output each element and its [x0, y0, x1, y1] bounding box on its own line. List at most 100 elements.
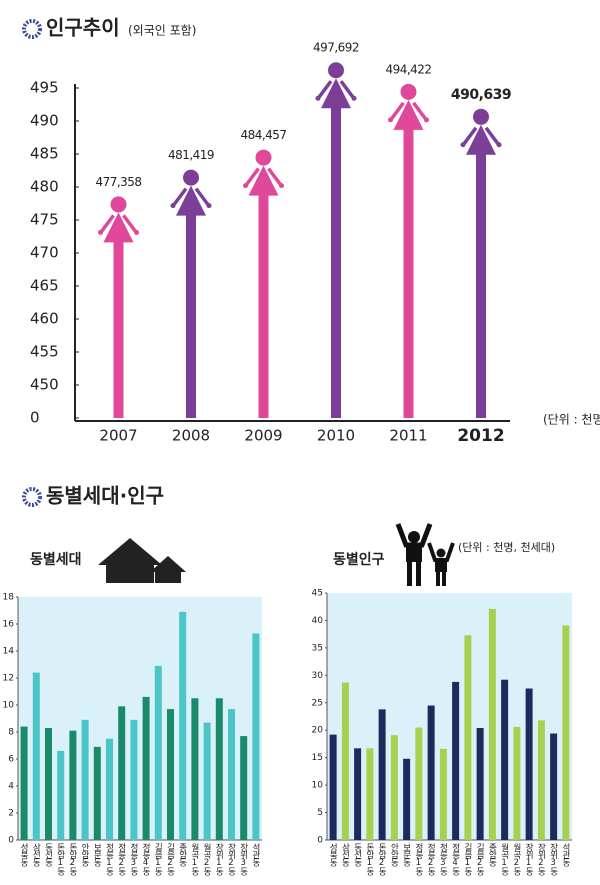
- bar: [215, 698, 223, 840]
- bar: [69, 730, 77, 840]
- plot-area: [18, 597, 262, 840]
- figure-bar: [243, 149, 284, 418]
- bar: [179, 611, 187, 840]
- x-tick-label: 삼선동: [31, 842, 41, 866]
- x-tick-label: 2012: [457, 426, 504, 446]
- hand: [315, 95, 321, 101]
- house-icon: [98, 538, 186, 583]
- y-tick-label: 30: [312, 671, 324, 681]
- x-tick-label: 보문동: [401, 843, 411, 866]
- x-tick-label: 2011: [389, 427, 427, 445]
- figure-bar: [170, 169, 212, 418]
- bar: [240, 736, 248, 840]
- value-label: 484,457: [240, 128, 286, 142]
- bar: [203, 722, 211, 840]
- plot-area: [327, 593, 572, 840]
- figure-bar: [460, 108, 502, 418]
- y-tick-label: 6: [8, 755, 14, 765]
- y-tick-label: 450: [30, 376, 59, 394]
- hand: [351, 95, 357, 101]
- bar: [341, 682, 349, 840]
- y-tick-label: 5: [317, 808, 323, 818]
- x-tick-label: 길음1동: [462, 843, 472, 875]
- x-tick-label: 성북동: [328, 843, 338, 866]
- x-tick-label: 월곡1동: [499, 842, 509, 875]
- x-tick-label: 월곡2동: [511, 842, 521, 875]
- bar: [562, 625, 570, 840]
- figure-bar: [315, 62, 357, 419]
- bar: [191, 698, 199, 840]
- hand: [279, 183, 284, 189]
- dress: [466, 124, 496, 155]
- x-tick-label: 장위2동: [536, 842, 546, 875]
- value-label: 490,639: [451, 87, 511, 103]
- y-tick-label: 455: [30, 343, 59, 361]
- x-tick-label: 석관동: [250, 842, 260, 866]
- bar: [32, 672, 40, 840]
- x-tick-label: 정릉2동: [116, 842, 126, 875]
- stick: [331, 100, 341, 419]
- x-tick-label: 길음2동: [475, 843, 485, 875]
- bar: [167, 709, 174, 840]
- x-tick-label: 2008: [172, 427, 210, 445]
- bar: [329, 734, 337, 840]
- x-tick-label: 정릉3동: [438, 842, 448, 875]
- chart-title: 동별세대: [30, 551, 82, 568]
- bar: [93, 746, 101, 840]
- x-tick-label: 장위2동: [226, 842, 236, 875]
- stick: [258, 187, 269, 418]
- head: [183, 169, 199, 186]
- hand: [134, 229, 139, 235]
- head: [400, 83, 417, 100]
- x-tick-label: 종암동: [177, 843, 187, 866]
- y-tick-label: 470: [30, 244, 59, 262]
- y-tick-label: 10: [3, 701, 15, 711]
- title-icon: [22, 19, 42, 507]
- y-tick-label: 40: [312, 616, 324, 626]
- x-tick-label: 동선동: [352, 843, 362, 866]
- x-tick-label: 돈암2동: [67, 843, 77, 875]
- x-tick-label: 월곡1동: [189, 842, 199, 875]
- bar: [390, 735, 398, 840]
- bar: [106, 738, 113, 840]
- x-tick-label: 돈암1동: [364, 843, 374, 875]
- bar: [501, 679, 509, 840]
- head: [328, 62, 344, 79]
- y-tick-label: 0: [30, 409, 40, 427]
- bar: [550, 733, 558, 840]
- hand: [424, 117, 429, 123]
- y-tick-label: 465: [30, 277, 59, 295]
- x-tick-label: 동선동: [43, 843, 53, 866]
- x-tick-label: 정릉2동: [426, 842, 436, 875]
- head: [110, 196, 127, 213]
- y-tick-label: 2: [8, 809, 14, 819]
- arms: [390, 101, 427, 120]
- bar: [464, 635, 472, 840]
- x-tick-label: 장위1동: [524, 842, 534, 875]
- arms: [245, 167, 282, 186]
- arms: [317, 80, 355, 99]
- hand: [460, 142, 466, 148]
- bar: [427, 705, 435, 840]
- x-tick-label: 2007: [99, 427, 137, 445]
- bar: [537, 720, 545, 840]
- x-tick-label: 안암동: [389, 842, 399, 866]
- bar: [366, 748, 374, 840]
- y-tick-label: 20: [312, 726, 324, 736]
- y-tick-label: 8: [8, 728, 14, 738]
- y-tick-label: 12: [3, 674, 14, 684]
- section-title: 동별세대·인구: [46, 484, 164, 508]
- people-icon: [395, 523, 455, 586]
- bar: [130, 719, 138, 840]
- x-tick-label: 돈암1동: [55, 843, 65, 875]
- bar: [20, 726, 28, 840]
- unit-label: (단위 : 천명): [543, 412, 600, 427]
- value-label: 494,422: [385, 62, 431, 76]
- x-tick-label: 장위3동: [548, 842, 558, 875]
- stick: [476, 146, 486, 418]
- hand: [388, 117, 393, 123]
- y-tick-label: 460: [30, 310, 59, 328]
- arms: [172, 187, 210, 206]
- y-tick-label: 10: [312, 781, 324, 791]
